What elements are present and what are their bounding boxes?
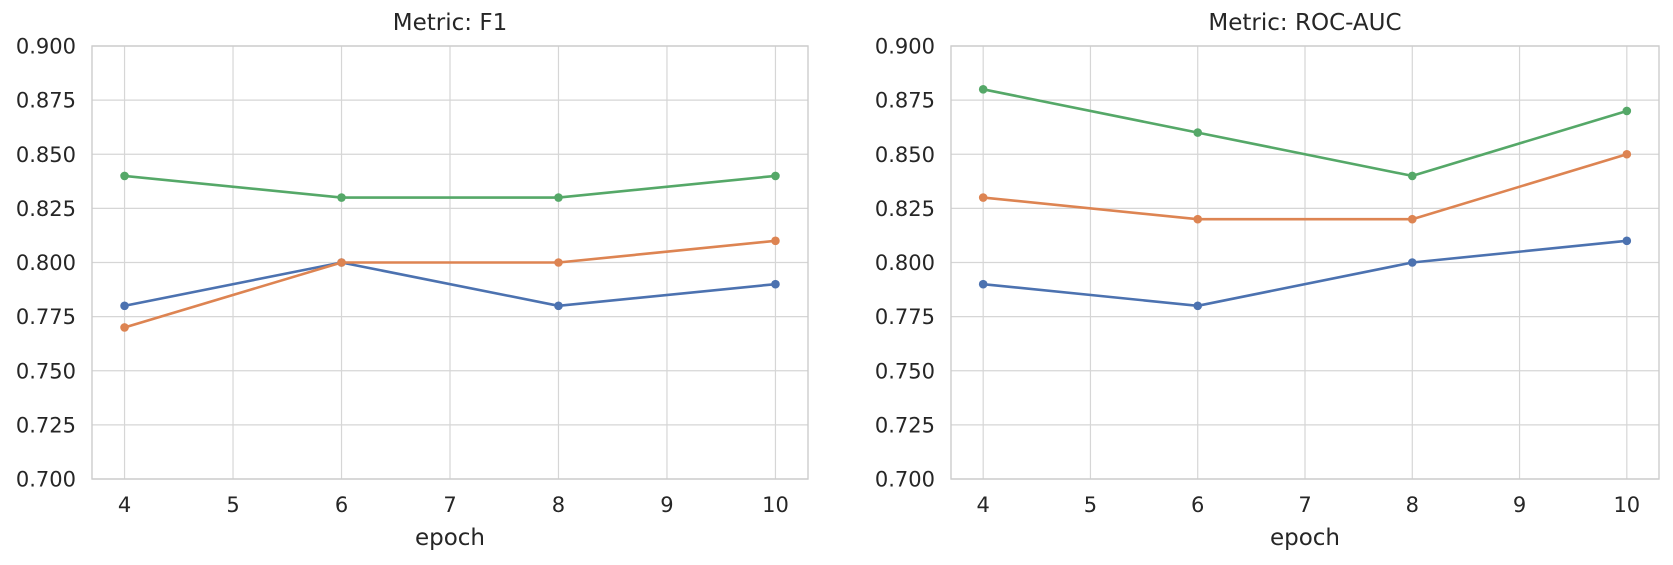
data-point-marker	[1193, 301, 1203, 311]
x-tick-label: 10	[1613, 493, 1640, 517]
series-line	[981, 239, 1629, 308]
series-line	[123, 261, 777, 308]
x-tick-label: 5	[1084, 493, 1097, 517]
x-tick-label: 7	[1298, 493, 1311, 517]
data-point-marker	[337, 258, 346, 267]
y-tick-label: 0.750	[16, 359, 76, 383]
x-tick-label: 6	[1191, 493, 1204, 517]
data-point-marker	[120, 301, 129, 311]
y-tick-label: 0.725	[16, 413, 76, 437]
x-tick-label: 8	[1406, 493, 1419, 517]
data-point-marker	[1622, 149, 1632, 159]
y-tick-label: 0.850	[875, 143, 935, 167]
chart-title-roc-auc: Metric: ROC-AUC	[1208, 10, 1401, 36]
data-point-marker	[978, 193, 988, 202]
x-tick-label: 5	[226, 493, 239, 517]
data-point-marker	[978, 279, 988, 289]
y-tick-label: 0.850	[16, 143, 76, 167]
y-tick-label: 0.775	[16, 305, 76, 329]
subplots-layer: 0.700 0.725 0.750 0.775 0.800 0.825 0.850 0.875…	[16, 35, 1660, 517]
x-tick-label: 8	[552, 493, 565, 517]
axes-spines	[950, 45, 1660, 480]
data-point-marker	[554, 258, 563, 267]
x-tick-label: 7	[443, 493, 456, 517]
x-tick-label: 10	[762, 493, 789, 517]
data-point-marker	[771, 279, 780, 289]
y-tick-label: 0.750	[875, 359, 935, 383]
data-point-marker	[771, 236, 780, 246]
series-line	[981, 88, 1629, 178]
data-point-marker	[1407, 171, 1417, 181]
y-tick-label: 0.725	[875, 413, 935, 437]
x-tick-label: 6	[335, 493, 348, 517]
series-line	[123, 174, 777, 199]
data-point-marker	[337, 193, 346, 202]
data-point-marker	[1193, 128, 1203, 137]
data-point-marker	[1622, 236, 1632, 246]
data-point-marker	[1622, 106, 1632, 116]
x-tick-label: 4	[118, 493, 131, 517]
data-point-marker	[120, 323, 129, 332]
x-tick-label: 9	[660, 493, 673, 517]
series-line	[123, 239, 777, 329]
f1-subplot: 0.700 0.725 0.750 0.775 0.800 0.825 0.850 0.875…	[16, 35, 809, 517]
data-point-marker	[978, 85, 988, 94]
data-point-marker	[554, 301, 563, 311]
x-tick-label: 4	[976, 493, 989, 517]
y-tick-label: 0.800	[16, 251, 76, 275]
data-point-marker	[771, 171, 780, 181]
y-tick-label: 0.825	[875, 197, 935, 221]
data-point-marker	[1407, 214, 1417, 224]
y-tick-label: 0.900	[875, 35, 935, 59]
y-tick-label: 0.900	[16, 35, 76, 59]
y-tick-label: 0.700	[875, 468, 935, 492]
data-point-marker	[120, 171, 129, 181]
y-tick-label: 0.775	[875, 305, 935, 329]
data-point-marker	[1193, 214, 1203, 224]
y-tick-label: 0.875	[16, 89, 76, 113]
x-axis-label-roc-auc: epoch	[1270, 525, 1340, 551]
x-tick-label: 9	[1513, 493, 1526, 517]
y-tick-label: 0.800	[875, 251, 935, 275]
data-point-marker	[1407, 258, 1417, 267]
data-point-marker	[554, 193, 563, 202]
y-tick-label: 0.875	[875, 89, 935, 113]
y-tick-label: 0.700	[16, 468, 76, 492]
x-axis-label-f1: epoch	[415, 525, 485, 551]
axes-spines	[91, 45, 809, 480]
y-tick-label: 0.825	[16, 197, 76, 221]
roc-auc-subplot: 0.700 0.725 0.750 0.775 0.800 0.825 0.850 0.875…	[875, 35, 1660, 517]
chart-title-f1: Metric: F1	[393, 10, 507, 36]
series-line	[981, 152, 1629, 221]
